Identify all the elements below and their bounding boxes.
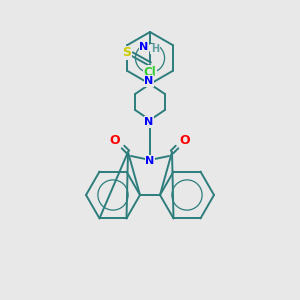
Text: Cl: Cl bbox=[144, 65, 156, 79]
Text: N: N bbox=[144, 117, 154, 127]
Text: N: N bbox=[140, 42, 148, 52]
Text: O: O bbox=[180, 134, 190, 148]
Text: N: N bbox=[144, 76, 154, 86]
Text: N: N bbox=[146, 156, 154, 166]
Text: H: H bbox=[151, 44, 159, 54]
Text: O: O bbox=[110, 134, 120, 148]
Text: S: S bbox=[122, 46, 131, 59]
